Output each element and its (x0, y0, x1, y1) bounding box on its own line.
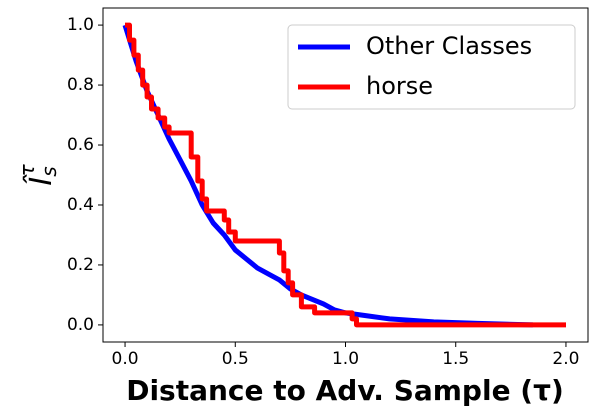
y-tick-label: 0.2 (67, 255, 94, 275)
legend: Other Classes horse (287, 24, 576, 110)
legend-label: horse (366, 72, 433, 100)
y-axis-label-sup: τ (15, 163, 39, 176)
x-tick-label: 2.0 (552, 349, 579, 369)
y-axis-label-sub: s (37, 166, 61, 176)
line-series (125, 22, 566, 328)
y-tick-label: 0.6 (67, 135, 94, 155)
x-tick-label: 0.5 (222, 349, 249, 369)
y-tick-label: 0.0 (67, 315, 94, 335)
legend-box (287, 24, 576, 110)
y-tick-label: 0.4 (67, 195, 94, 215)
x-tick-label: 1.0 (332, 349, 359, 369)
line-series (122, 24, 533, 328)
y-tick-label: 1.0 (67, 15, 94, 35)
x-tick-label: 0.0 (112, 349, 139, 369)
y-axis-label: Îsτ (15, 163, 61, 185)
legend-label: Other Classes (366, 32, 532, 60)
y-tick-label: 0.8 (67, 75, 94, 95)
plot-frame (102, 7, 589, 343)
x-tick-label: 1.5 (442, 349, 469, 369)
x-axis-label: Distance to Adv. Sample (τ) (126, 374, 564, 407)
